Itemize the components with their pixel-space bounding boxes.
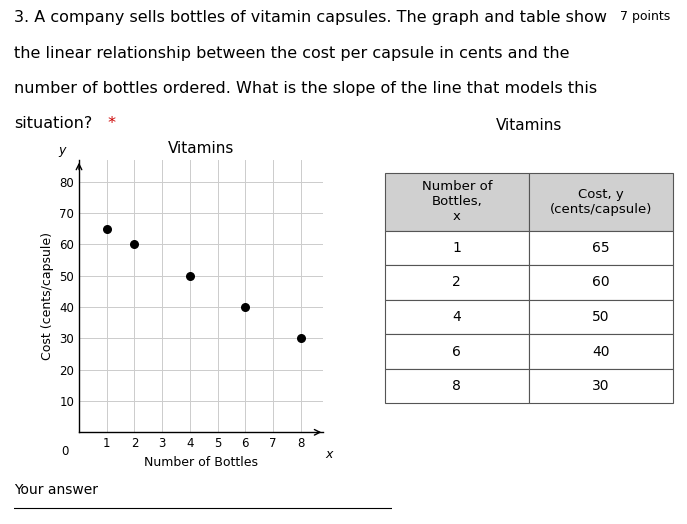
Text: *: * (103, 116, 116, 131)
Text: 7 points: 7 points (620, 10, 670, 24)
Point (101, 224, 112, 233)
Text: situation?: situation? (14, 116, 92, 131)
Point (295, 334, 306, 343)
Point (129, 240, 140, 248)
Y-axis label: Cost (cents/capsule): Cost (cents/capsule) (41, 232, 54, 360)
X-axis label: Number of Bottles: Number of Bottles (144, 456, 258, 468)
Text: 3. A company sells bottles of vitamin capsules. The graph and table show: 3. A company sells bottles of vitamin ca… (14, 10, 607, 26)
Text: Vitamins: Vitamins (496, 117, 562, 133)
Text: x: x (326, 448, 333, 461)
Text: number of bottles ordered. What is the slope of the line that models this: number of bottles ordered. What is the s… (14, 81, 597, 96)
Text: Your answer: Your answer (14, 483, 98, 497)
Title: Vitamins: Vitamins (168, 141, 234, 156)
Point (240, 303, 251, 311)
Text: 0: 0 (61, 445, 69, 458)
Text: y: y (58, 144, 66, 157)
Text: the linear relationship between the cost per capsule in cents and the: the linear relationship between the cost… (14, 46, 570, 61)
Point (184, 271, 195, 280)
